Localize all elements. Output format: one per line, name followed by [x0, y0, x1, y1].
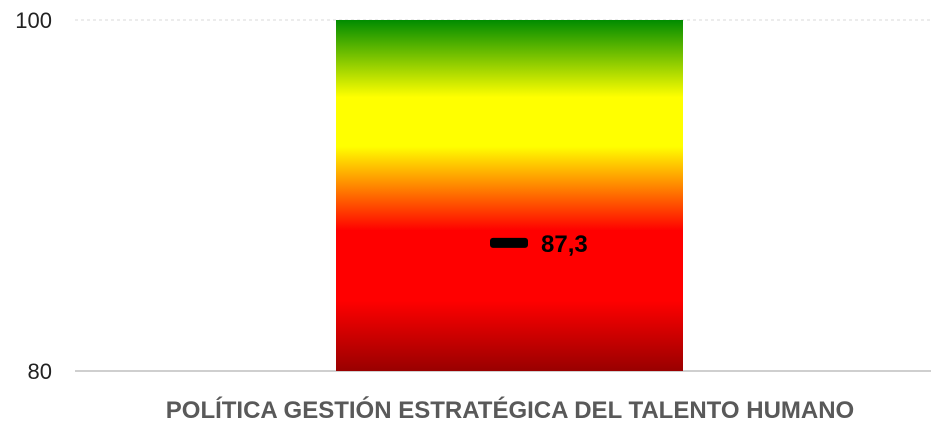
category-label: POLÍTICA GESTIÓN ESTRATÉGICA DEL TALENTO… [166, 396, 854, 421]
y-tick-label: 100 [15, 8, 52, 33]
y-axis: 80 100 [15, 8, 52, 384]
data-label: 87,3 [541, 231, 588, 258]
marker-layer: 87,3 [490, 231, 588, 258]
value-marker [490, 237, 528, 248]
band-layer [336, 20, 683, 371]
bar-band [336, 20, 683, 371]
x-axis: POLÍTICA GESTIÓN ESTRATÉGICA DEL TALENTO… [166, 396, 854, 421]
y-tick-label: 80 [28, 359, 52, 384]
